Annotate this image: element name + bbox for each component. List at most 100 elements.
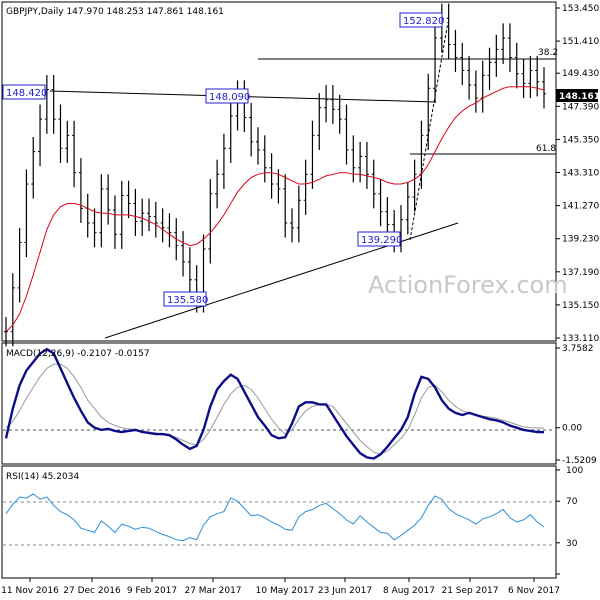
price-tick-label: 149.430 — [562, 69, 599, 79]
label-152820: 152.820 — [399, 12, 444, 28]
price-bar — [324, 85, 329, 123]
price-bar — [31, 136, 36, 199]
price-bar — [187, 247, 192, 295]
price-bar — [467, 55, 472, 100]
date-tick-label: 9 Feb 2017 — [127, 586, 177, 596]
price-bar — [412, 159, 417, 212]
rsi-panel-frame — [1, 465, 557, 579]
price-bar — [283, 174, 288, 238]
price-bar — [147, 198, 152, 232]
price-tick-label: 133.110 — [562, 334, 599, 344]
price-bar — [215, 159, 220, 209]
price-bar — [10, 273, 15, 347]
date-tick-label: 23 Jun 2017 — [318, 586, 372, 596]
price-bar — [24, 169, 29, 258]
price-bar — [133, 188, 138, 236]
price-tick-label: 145.350 — [562, 135, 599, 145]
price-tick-label: 141.270 — [562, 202, 599, 212]
price-bar — [58, 104, 63, 163]
date-axis: 11 Nov 2016 27 Dec 2016 9 Feb 2017 27 Mar 2… — [1, 578, 560, 596]
price-bar — [44, 75, 49, 134]
chart-title: GBPJPY,Daily 147.970 148.253 147.861 148… — [6, 7, 224, 17]
watermark: ActionForex.com — [368, 271, 568, 299]
price-bar — [106, 174, 111, 225]
price-bar — [317, 93, 322, 150]
price-bar — [303, 159, 308, 215]
price-bar — [453, 29, 458, 73]
price-bar — [290, 208, 295, 243]
price-bar — [72, 120, 77, 188]
label-139290: 139.290 — [357, 231, 402, 247]
rsi-tick-label: 70 — [566, 497, 578, 507]
price-bar — [262, 135, 267, 183]
macd-title: MACD(12,26,9) -0.2107 -0.0157 — [6, 349, 150, 359]
fib-61-label: 61.8 — [536, 144, 556, 154]
price-bar — [92, 208, 97, 248]
price-bar — [255, 127, 260, 165]
price-tick-label: 135.150 — [562, 301, 599, 311]
price-bar — [112, 195, 117, 249]
price-bar — [405, 182, 410, 235]
price-bar — [542, 67, 546, 109]
svg-text:152.820: 152.820 — [403, 16, 444, 27]
price-bars — [4, 3, 546, 347]
svg-text:148.420: 148.420 — [6, 88, 47, 99]
price-bar — [38, 104, 43, 167]
date-tick-label: 11 Nov 2016 — [1, 586, 59, 596]
macd-axis: 3.7582 0.00 -1.5209 — [556, 344, 597, 466]
price-bar — [446, 3, 451, 60]
label-148090: 148.090 — [205, 88, 250, 104]
price-bar — [153, 201, 158, 238]
price-bar — [433, 23, 438, 103]
rsi-tick-label: 100 — [566, 466, 583, 476]
price-bar — [473, 70, 478, 113]
price-bar — [51, 75, 56, 134]
svg-text:135.580: 135.580 — [167, 295, 208, 306]
price-bar — [296, 185, 301, 243]
price-bar — [487, 47, 492, 90]
rsi-axis: 100 70 30 — [556, 466, 583, 575]
current-price-label: 148.161 — [559, 92, 600, 102]
ma-line — [5, 86, 545, 333]
price-bar — [221, 133, 226, 189]
date-tick-label: 8 Aug 2017 — [383, 586, 435, 596]
price-bar — [208, 179, 213, 264]
price-bar — [378, 179, 383, 227]
label-148420: 148.420 — [2, 84, 47, 100]
price-bar — [160, 208, 165, 243]
macd-tick-label: 3.7582 — [562, 344, 594, 354]
price-tick-label: 143.310 — [562, 169, 599, 179]
price-bar — [330, 85, 335, 125]
price-tick-label: 151.410 — [562, 37, 599, 47]
price-bar — [514, 42, 519, 89]
price-bar — [494, 34, 499, 77]
macd-tick-label: -1.5209 — [562, 456, 597, 466]
price-tick-label: 147.390 — [562, 102, 599, 112]
macd-signal-line — [5, 363, 545, 455]
price-bar — [344, 104, 349, 165]
price-bar — [507, 23, 512, 73]
date-tick-label: 27 Dec 2016 — [63, 586, 121, 596]
price-bar — [426, 73, 431, 150]
rsi-line — [5, 493, 545, 542]
price-bar — [337, 94, 342, 134]
date-tick-label: 21 Sep 2017 — [441, 586, 498, 596]
projection-line — [409, 21, 449, 241]
price-bar — [521, 59, 526, 99]
price-bar — [249, 102, 254, 157]
price-bar — [17, 227, 22, 303]
price-tick-label: 137.190 — [562, 268, 599, 278]
price-bar — [126, 180, 131, 219]
price-bar — [140, 198, 145, 236]
price-bar — [276, 169, 281, 204]
rsi-tick-label: 30 — [566, 539, 578, 549]
price-tick-label: 139.230 — [562, 235, 599, 245]
price-bar — [65, 120, 70, 163]
macd-panel-frame — [1, 342, 557, 465]
price-bar — [460, 42, 465, 86]
price-bar — [364, 141, 369, 189]
price-bar — [167, 213, 172, 248]
price-axis: 153.450 151.410 149.430 147.390 145.350 143.3… — [6, 4, 599, 344]
